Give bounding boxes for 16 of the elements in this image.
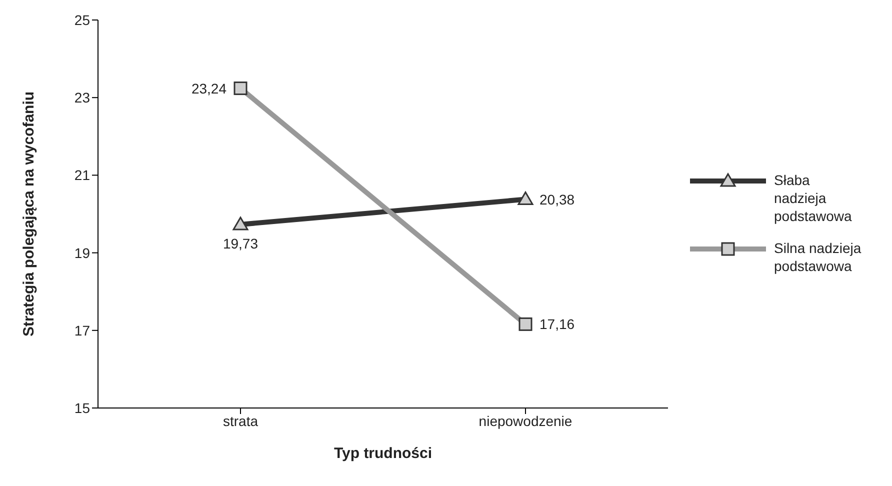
data-label: 19,73 bbox=[222, 235, 258, 252]
y-tick-label: 21 bbox=[74, 167, 90, 184]
text: Słaba nadzieja podstawowa bbox=[774, 171, 853, 225]
x-axis-title: Typ trudności bbox=[334, 445, 432, 462]
y-tick-label: 23 bbox=[74, 90, 90, 106]
y-tick-label: 25 bbox=[74, 12, 90, 28]
x-tick-label: niepowodzenie bbox=[478, 412, 572, 429]
y-axis-title: Strategia polegająca na wycofaniu bbox=[20, 91, 38, 337]
data-label: 23,24 bbox=[191, 80, 227, 96]
y-tick-label: 17 bbox=[74, 322, 90, 338]
y-tick-label: 15 bbox=[74, 400, 90, 416]
y-tick-label: 19 bbox=[74, 244, 90, 261]
x-tick-label: strata bbox=[222, 412, 258, 429]
text: Silna nadzieja podstawowa bbox=[774, 239, 862, 275]
data-label: 20,38 bbox=[540, 191, 575, 208]
data-label: 17,16 bbox=[540, 316, 575, 332]
